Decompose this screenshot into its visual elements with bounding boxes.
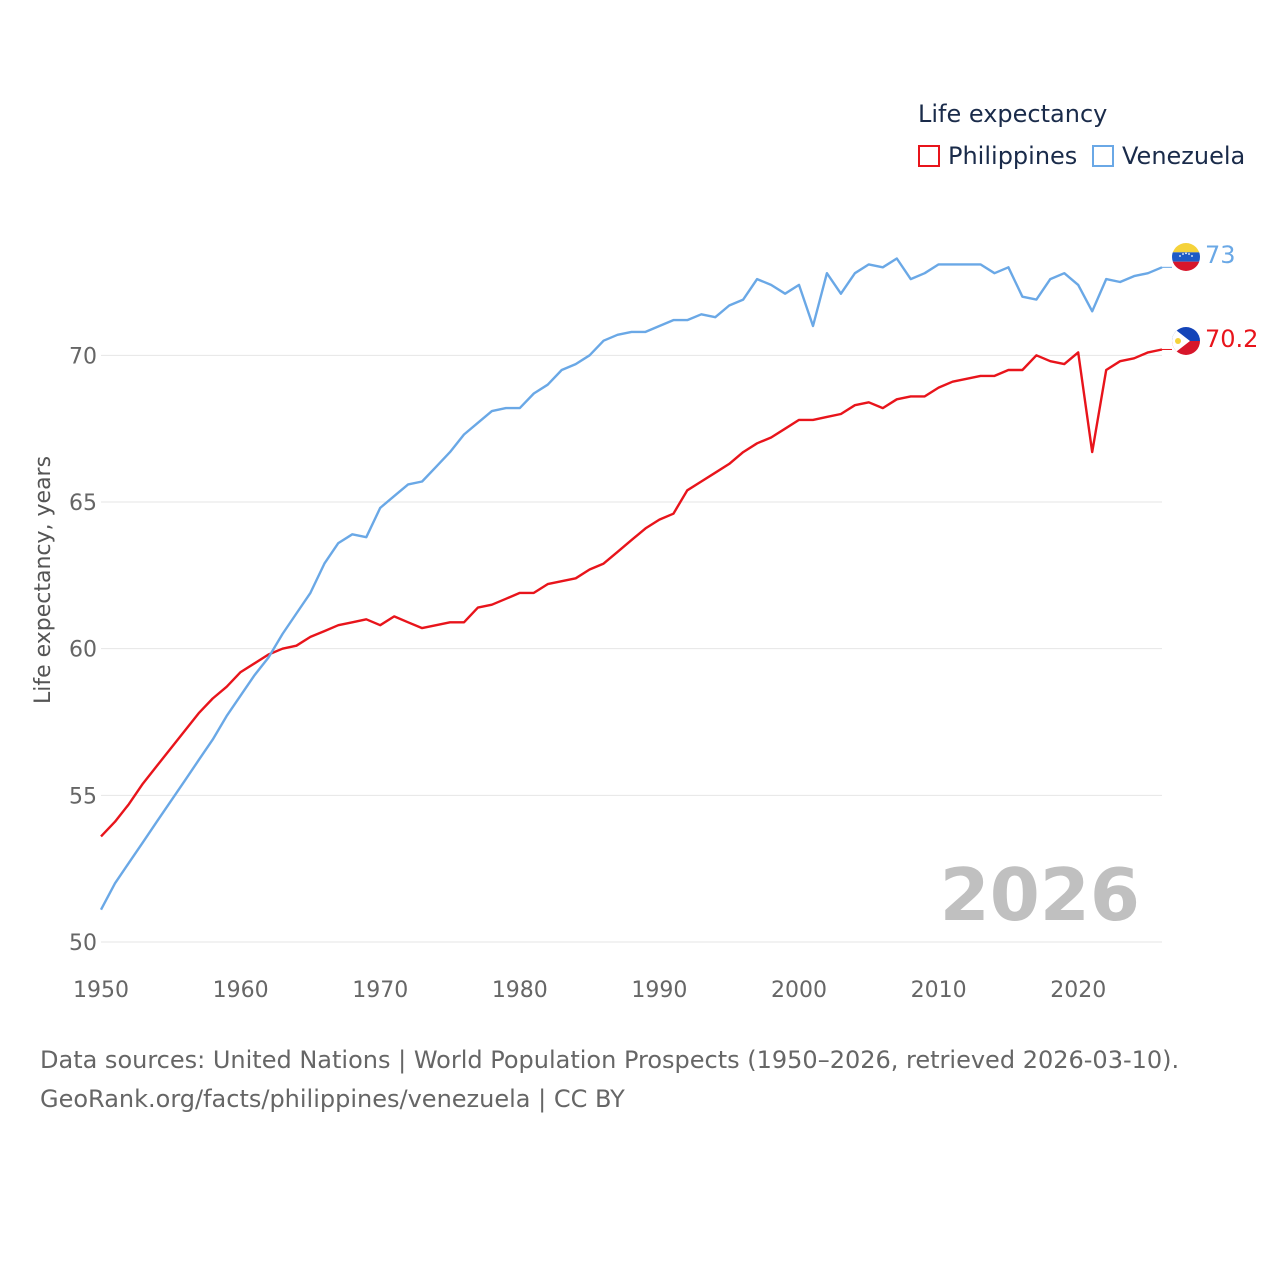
x-tick-label: 1970 bbox=[352, 978, 408, 1003]
x-tick-label: 1950 bbox=[73, 978, 129, 1003]
legend-label-venezuela: Venezuela bbox=[1122, 142, 1246, 170]
x-tick-label: 1960 bbox=[213, 978, 269, 1003]
x-tick-label: 1990 bbox=[631, 978, 687, 1003]
y-tick-label: 50 bbox=[69, 931, 97, 956]
y-tick-label: 55 bbox=[69, 784, 97, 809]
legend-swatch-venezuela bbox=[1092, 145, 1114, 167]
y-tick-label: 65 bbox=[69, 491, 97, 516]
series-line-philippines[interactable] bbox=[100, 348, 1163, 838]
x-tick-label: 2000 bbox=[771, 978, 827, 1003]
y-tick-label: 70 bbox=[69, 344, 97, 369]
y-axis-label: Life expectancy, years bbox=[31, 456, 56, 704]
year-watermark: 2026 bbox=[940, 853, 1140, 937]
end-label-venezuela: 73 bbox=[1205, 241, 1236, 269]
x-tick-label: 2020 bbox=[1050, 978, 1106, 1003]
legend-title: Life expectancy bbox=[918, 100, 1108, 128]
series-line-venezuela[interactable] bbox=[99, 257, 1163, 911]
x-tick-label: 2010 bbox=[911, 978, 967, 1003]
x-tick-label: 1980 bbox=[492, 978, 548, 1003]
legend-swatch-philippines bbox=[918, 145, 940, 167]
y-tick-label: 60 bbox=[69, 638, 97, 663]
source-line-2[interactable]: GeoRank.org/facts/philippines/venezuela … bbox=[40, 1085, 625, 1113]
legend-item-philippines[interactable]: Philippines bbox=[918, 142, 1077, 170]
legend-item-venezuela[interactable]: Venezuela bbox=[1092, 142, 1245, 170]
legend-label-philippines: Philippines bbox=[948, 142, 1078, 170]
end-label-philippines: 70.2 bbox=[1205, 325, 1258, 353]
philippines-flag-icon bbox=[1172, 327, 1200, 355]
source-line-1: Data sources: United Nations | World Pop… bbox=[40, 1046, 1180, 1074]
venezuela-flag-icon bbox=[1172, 243, 1200, 271]
